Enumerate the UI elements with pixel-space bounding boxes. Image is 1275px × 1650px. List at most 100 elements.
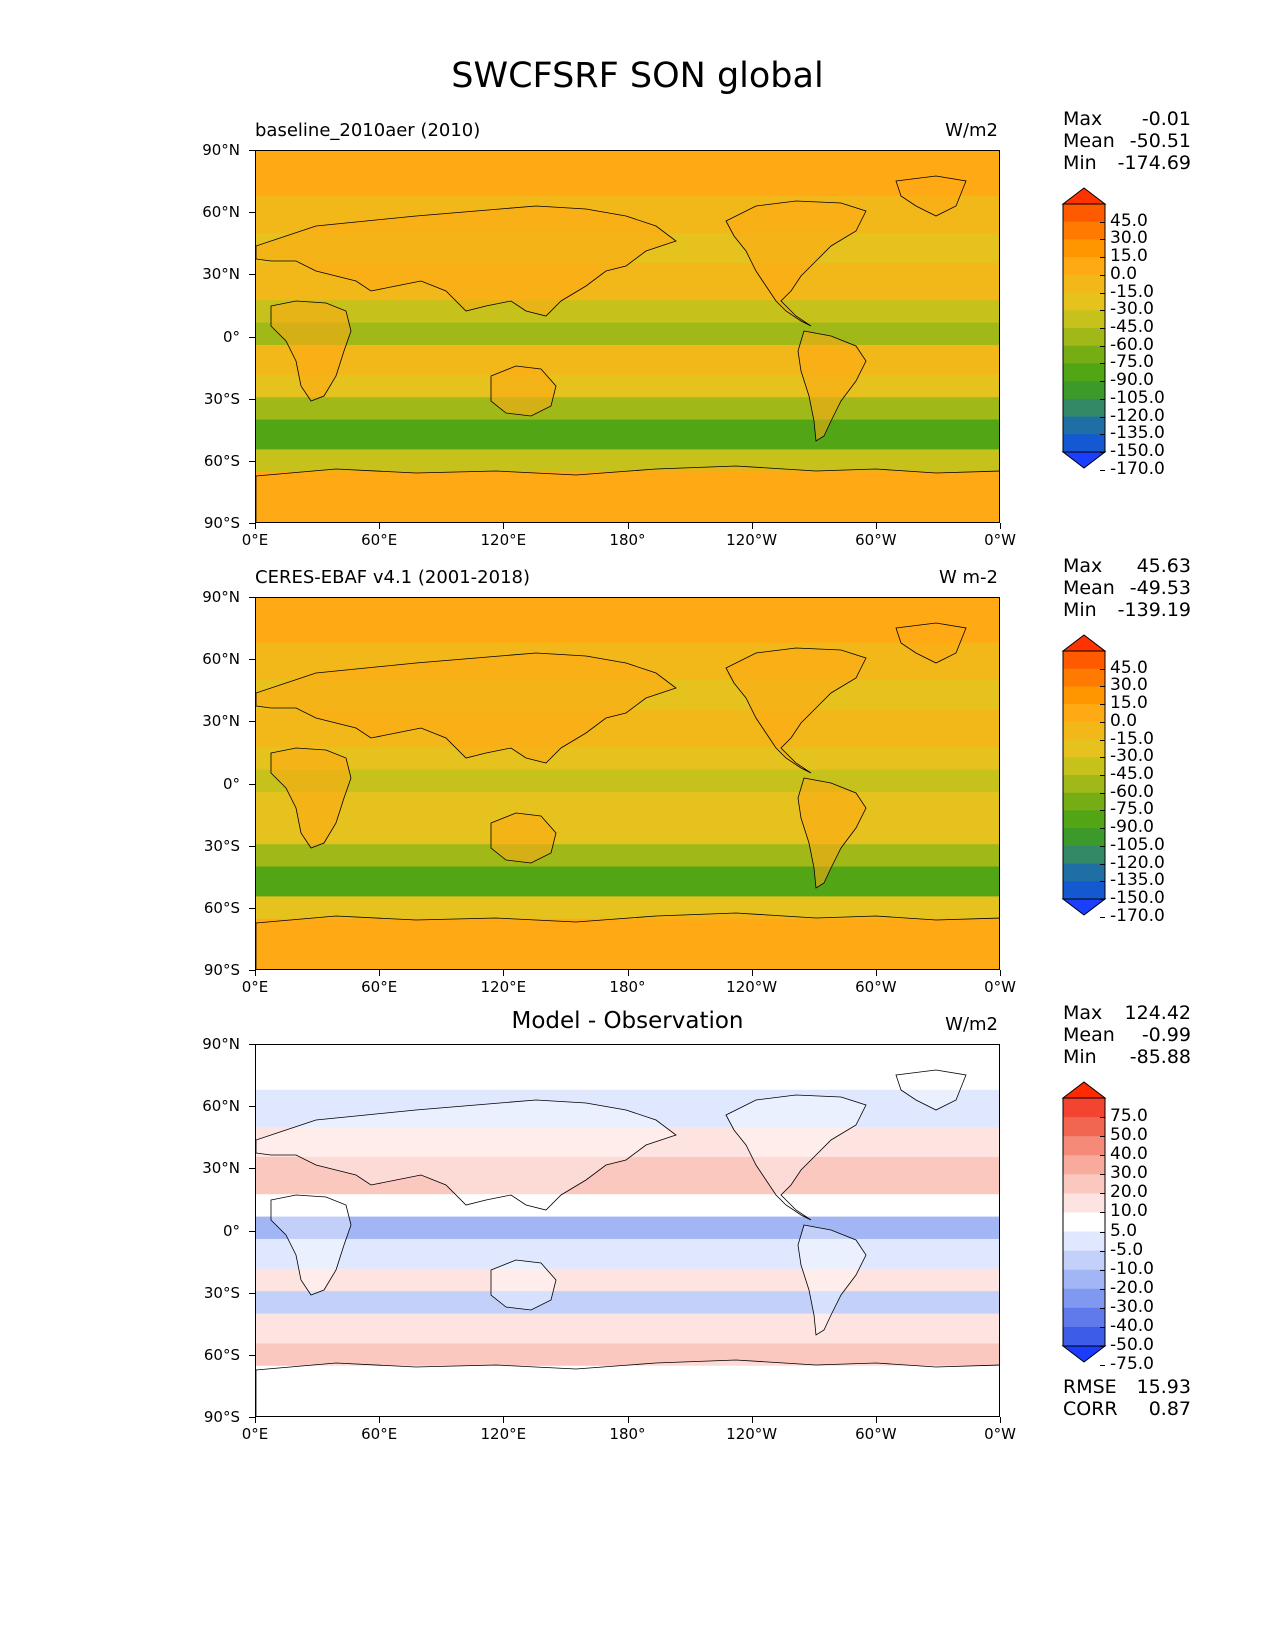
- colorbar-level-label: -170.0: [1110, 905, 1165, 926]
- colorbar-level-label: 0.0: [1110, 710, 1138, 731]
- lat-tick: [249, 1044, 255, 1045]
- lon-tick: [751, 523, 753, 529]
- colorbar-level-label: -150.0: [1110, 441, 1165, 461]
- colorbar-level-label: 30.0: [1110, 228, 1148, 249]
- lon-tick: [875, 1417, 877, 1423]
- lon-tick-label: 120°W: [726, 978, 778, 996]
- colorbar-extend-min: [1061, 1345, 1107, 1363]
- stat-label-max: Max: [1063, 555, 1103, 577]
- stat-label-max: Max: [1063, 108, 1103, 130]
- colorbar-segment: [1063, 363, 1105, 382]
- stat-row-mean: Mean -0.99: [1063, 1024, 1191, 1046]
- colorbar-frame: [1062, 1097, 1106, 1347]
- stats-block: Max 45.63 Mean -49.53 Min -139.19: [1063, 555, 1191, 621]
- lat-tick-label: 90°S: [203, 1408, 240, 1426]
- lon-tick: [751, 1417, 753, 1423]
- field-band: [256, 1156, 999, 1196]
- colorbar-level-label: -40.0: [1110, 1315, 1154, 1336]
- colorbar-tick: [1100, 345, 1105, 347]
- colorbar-segment: [1063, 1098, 1105, 1118]
- lon-tick-label: 0°W: [984, 1425, 1016, 1443]
- lon-tick: [503, 1417, 505, 1423]
- stat-value-max: -0.01: [1141, 108, 1191, 130]
- field-band: [256, 1238, 999, 1270]
- colorbar-extend-min: [1061, 898, 1107, 916]
- figure-title: SWCFSRF SON global: [451, 56, 824, 96]
- colorbar-level-label: -30.0: [1110, 746, 1154, 767]
- colorbar-tick: [1100, 1269, 1105, 1271]
- colorbar-tick: [1100, 1212, 1105, 1214]
- lon-tick: [379, 1417, 381, 1423]
- lat-tick: [249, 721, 255, 723]
- lon-tick-label: 0°E: [241, 531, 269, 549]
- colorbar-tick: [1100, 881, 1105, 883]
- lat-tick-label: 90°S: [203, 514, 240, 532]
- colorbar-segment: [1063, 292, 1105, 311]
- colorbar-level-label: -90.0: [1110, 370, 1154, 391]
- lon-tick-label: 120°W: [726, 531, 778, 549]
- stat-value-max: 124.42: [1124, 1002, 1191, 1024]
- lon-tick-label: 120°E: [480, 978, 527, 996]
- field-band: [256, 374, 999, 399]
- lon-tick: [255, 970, 256, 976]
- lat-tick-label: 60°N: [202, 1097, 240, 1116]
- colorbar-level-label: -10.0: [1110, 1258, 1154, 1279]
- colorbar-level-label: -120.0: [1110, 852, 1165, 873]
- coastline: [490, 1259, 557, 1311]
- colorbar-level-label: -105.0: [1110, 387, 1165, 408]
- colorbar-segment: [1063, 1307, 1105, 1328]
- stat-label-corr: CORR: [1063, 1398, 1118, 1420]
- coastline: [270, 1194, 352, 1296]
- lon-tick-label: 120°W: [726, 1425, 778, 1443]
- lat-tick: [249, 336, 255, 338]
- stat-value-corr: 0.87: [1148, 1398, 1191, 1420]
- colorbar-tick: [1100, 1136, 1105, 1138]
- stat-label-min: Min: [1063, 599, 1097, 621]
- colorbar-segment: [1063, 668, 1105, 687]
- lon-tick: [875, 970, 877, 976]
- stat-value-max: 45.63: [1136, 555, 1191, 577]
- field-band: [256, 344, 999, 376]
- lon-tick: [627, 523, 629, 529]
- lon-tick: [379, 523, 381, 529]
- colorbar-segment: [1063, 1193, 1105, 1213]
- lat-tick: [249, 659, 255, 661]
- colorbar-segment: [1063, 845, 1105, 865]
- colorbar-tick: [1100, 704, 1105, 706]
- stat-row-corr: CORR 0.87: [1063, 1398, 1191, 1420]
- coastline: [256, 1359, 999, 1416]
- map-panel: CERES-EBAF v4.1 (2001-2018) W m-2 90°N 60°N…: [0, 555, 1275, 1037]
- lon-tick: [627, 1417, 629, 1423]
- colorbar-tick: [1100, 792, 1105, 794]
- lat-tick: [249, 783, 255, 785]
- colorbar-extend-max: [1061, 634, 1107, 652]
- colorbar-segment: [1063, 381, 1105, 400]
- colorbar-segment: [1063, 792, 1105, 811]
- colorbar-level-label: 20.0: [1110, 1182, 1148, 1203]
- lat-tick-label: 0°: [222, 1221, 240, 1240]
- colorbar-tick: [1100, 274, 1105, 276]
- lon-tick: [1000, 523, 1001, 529]
- colorbar-tick: [1100, 1288, 1105, 1290]
- colorbar-level-label: -105.0: [1110, 834, 1165, 855]
- map-field: [256, 598, 999, 969]
- colorbar-tick: [1100, 686, 1105, 688]
- error-stats: RMSE 15.93 CORR 0.87: [1063, 1376, 1191, 1420]
- colorbar-frame: [1062, 203, 1106, 453]
- stat-row-mean: Mean -50.51: [1063, 130, 1191, 152]
- coastline: [895, 175, 967, 217]
- stat-label-min: Min: [1063, 1046, 1097, 1068]
- colorbar-tick: [1100, 221, 1105, 223]
- colorbar-segment: [1063, 686, 1105, 705]
- colorbar-tick: [1100, 845, 1105, 847]
- lat-tick-label: 60°S: [203, 898, 240, 917]
- stat-value-mean: -50.51: [1129, 130, 1191, 152]
- colorbar-segment: [1063, 1174, 1105, 1194]
- colorbar: [1061, 187, 1107, 469]
- stat-label-mean: Mean: [1063, 577, 1115, 599]
- stat-label-min: Min: [1063, 152, 1097, 174]
- lat-tick-label: 90°S: [203, 961, 240, 979]
- lat-tick-label: 90°N: [202, 141, 240, 159]
- stat-row-rmse: RMSE 15.93: [1063, 1376, 1191, 1398]
- colorbar-level-label: -5.0: [1110, 1239, 1144, 1260]
